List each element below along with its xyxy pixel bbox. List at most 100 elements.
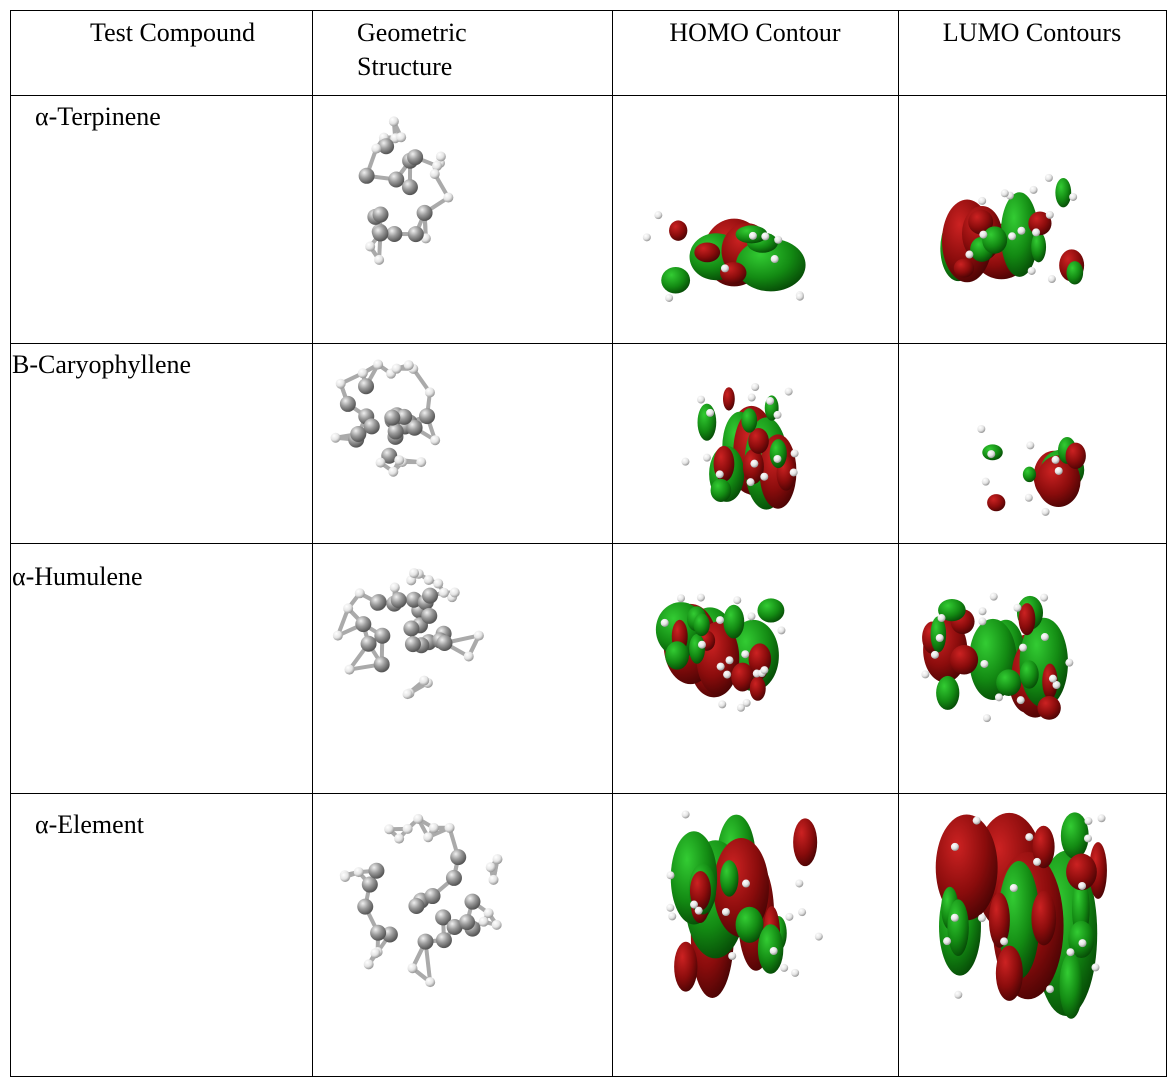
hydrogen-atom: [474, 631, 484, 641]
structure-image: [635, 595, 785, 710]
compound-name: α-Element: [35, 808, 144, 842]
hydrogen-atom: [1078, 882, 1086, 890]
hydrogen-atom: [995, 693, 1003, 701]
orbital-lobe: [720, 860, 738, 896]
orbital-lobe: [770, 439, 787, 468]
hydrogen-atom: [403, 824, 413, 834]
hydrogen-atom: [371, 144, 381, 154]
hydrogen-atom: [774, 411, 782, 419]
structure-image: [975, 425, 1090, 515]
orbital-lobe: [1023, 467, 1036, 483]
table-border: [10, 543, 1167, 544]
hydrogen-atom: [990, 593, 998, 601]
hydrogen-atom: [1010, 884, 1018, 892]
carbon-atom: [368, 863, 384, 879]
hydrogen-atom: [1041, 633, 1049, 641]
hydrogen-atom: [388, 467, 398, 477]
hydrogen-atom: [424, 575, 434, 585]
hydrogen-atom: [390, 582, 400, 592]
orbital-lobe: [665, 641, 689, 669]
hydrogen-atom: [439, 588, 449, 598]
carbon-atom: [417, 205, 433, 221]
hydrogen-atom: [394, 455, 404, 465]
hydrogen-atom: [703, 454, 711, 462]
hydrogen-atom: [1033, 858, 1041, 866]
hydrogen-atom: [716, 470, 724, 478]
hydrogen-atom: [425, 387, 435, 397]
hydrogen-atom: [747, 478, 755, 486]
hydrogen-atom: [698, 641, 706, 649]
carbon-atom: [436, 635, 452, 651]
hydrogen-atom: [677, 594, 685, 602]
hydrogen-atom: [1045, 174, 1053, 182]
orbital-lobe: [741, 408, 757, 432]
hydrogen-atom: [796, 293, 804, 301]
hydrogen-atom: [665, 294, 673, 302]
hydrogen-atom: [1026, 441, 1034, 449]
hydrogen-atom: [436, 151, 446, 161]
hydrogen-atom: [336, 379, 346, 389]
hydrogen-atom: [978, 617, 986, 625]
structure-image: [680, 385, 800, 510]
carbon-atom: [340, 396, 356, 412]
hydrogen-atom: [370, 948, 380, 958]
orbital-lobe: [936, 676, 959, 710]
hydrogen-atom: [1084, 834, 1092, 842]
hydrogen-atom: [1028, 267, 1036, 275]
hydrogen-atom: [392, 364, 402, 374]
hydrogen-atom: [743, 699, 751, 707]
carbon-atom: [419, 408, 435, 424]
hydrogen-atom: [1017, 696, 1025, 704]
orbital-lobe: [987, 494, 1005, 511]
hydrogen-atom: [697, 594, 705, 602]
carbon-atom: [364, 418, 380, 434]
hydrogen-atom: [492, 920, 502, 930]
hydrogen-atom: [430, 435, 440, 445]
hydrogen-atom: [943, 937, 951, 945]
hydrogen-atom: [643, 233, 651, 241]
structure-image: [340, 100, 460, 295]
hydrogen-atom: [403, 689, 413, 699]
carbon-atom: [436, 932, 452, 948]
carbon-atom: [388, 423, 404, 439]
table-border: [10, 95, 1167, 96]
orbital-lobe: [1001, 192, 1039, 277]
structure-image: [670, 810, 825, 1000]
compound-name: α-Humulene: [12, 560, 143, 594]
hydrogen-atom: [668, 912, 676, 920]
orbital-lobe: [674, 942, 697, 992]
orbital-lobe: [954, 259, 974, 278]
hydrogen-atom: [433, 579, 443, 589]
carbon-atom: [408, 898, 424, 914]
hydrogen-atom: [921, 670, 929, 678]
hydrogen-atom: [728, 952, 736, 960]
carbon-atom: [402, 179, 418, 195]
orbital-lobe: [996, 946, 1023, 1001]
table-border: [10, 343, 1167, 344]
hydrogen-atom: [780, 964, 788, 972]
carbon-atom: [361, 636, 377, 652]
hydrogen-atom: [1019, 644, 1027, 652]
structure-image: [315, 350, 460, 485]
hydrogen-atom: [389, 116, 399, 126]
hydrogen-atom: [987, 450, 995, 458]
carbon-atom: [362, 877, 378, 893]
hydrogen-atom: [423, 832, 433, 842]
structure-image: [915, 595, 1070, 720]
page: Test Compound Geometric Structure HOMO C…: [0, 0, 1168, 1077]
hydrogen-atom: [791, 449, 799, 457]
hydrogen-atom: [1013, 604, 1021, 612]
hydrogen-atom: [666, 904, 674, 912]
hydrogen-atom: [429, 823, 439, 833]
hydrogen-atom: [1078, 939, 1086, 947]
carbon-atom: [422, 588, 438, 604]
hydrogen-atom: [749, 232, 757, 240]
carbon-atom: [403, 621, 419, 637]
hydrogen-atom: [815, 933, 823, 941]
hydrogen-atom: [770, 947, 778, 955]
hydrogen-atom: [416, 457, 426, 467]
orbital-lobe: [1055, 178, 1071, 207]
structure-image: [935, 810, 1110, 1025]
hydrogen-atom: [766, 397, 774, 405]
hydrogen-atom: [419, 676, 429, 686]
